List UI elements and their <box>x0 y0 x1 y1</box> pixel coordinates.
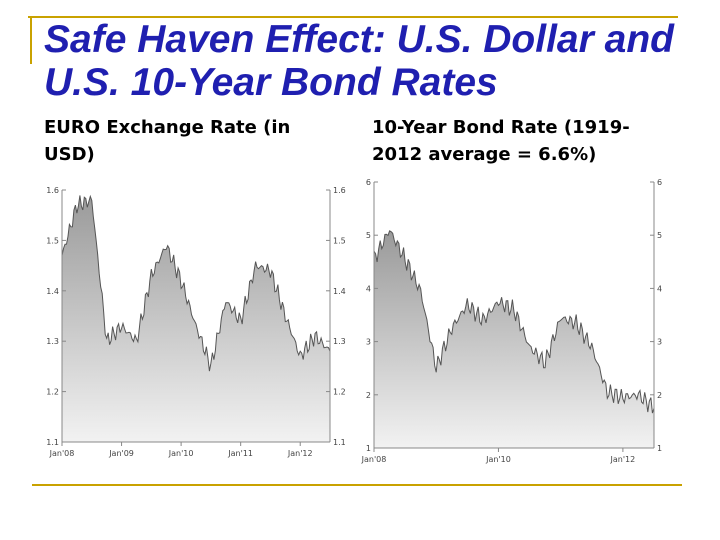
y-tick-label-right: 6 <box>657 178 662 187</box>
y-tick-label-left: 6 <box>366 178 371 187</box>
y-tick-label-left: 3 <box>366 338 371 347</box>
euro-exchange-rate-chart: 1.1 1.1 1.2 1.2 1.3 1.3 1.4 1.4 1.5 1.5 1.6 1.6 Jan'… <box>46 186 346 458</box>
y-tick-label-right: 1.5 <box>333 236 346 245</box>
y-tick-label-right: 5 <box>657 231 662 240</box>
bond-chart-heading: 10-Year Bond Rate (1919-2012 average = 6… <box>372 117 630 165</box>
y-tick-label-left: 4 <box>366 284 371 293</box>
x-tick-label: Jan'12 <box>610 455 636 464</box>
y-tick-label-left: 1.2 <box>46 388 59 397</box>
accent-rule-bottom <box>32 484 682 486</box>
slide-title: Safe Haven Effect: U.S. Dollar and U.S. … <box>44 18 674 104</box>
y-tick-label-right: 1.3 <box>333 337 346 346</box>
x-tick-label: Jan'09 <box>108 449 134 458</box>
x-tick-label: Jan'11 <box>227 449 253 458</box>
y-tick-label-right: 4 <box>657 284 662 293</box>
y-tick-label-right: 1 <box>657 444 662 453</box>
series-line <box>373 230 655 414</box>
y-tick-label-left: 1 <box>366 444 371 453</box>
series-area <box>374 230 654 448</box>
y-tick-label-right: 3 <box>657 338 662 347</box>
accent-rule-top <box>28 16 678 18</box>
y-tick-label-left: 5 <box>366 231 371 240</box>
y-tick-label-right: 2 <box>657 391 662 400</box>
y-tick-label-right: 1.6 <box>333 186 346 195</box>
y-tick-label-right: 1.4 <box>333 287 346 296</box>
x-tick-label: Jan'08 <box>49 449 75 458</box>
x-tick-label: Jan'08 <box>361 455 387 464</box>
series-line <box>61 194 331 372</box>
euro-chart-heading: EURO Exchange Rate (in USD) <box>44 117 291 165</box>
x-tick-label: Jan'12 <box>287 449 313 458</box>
series-area <box>62 195 330 442</box>
x-tick-label: Jan'10 <box>168 449 194 458</box>
y-tick-label-left: 1.5 <box>46 236 59 245</box>
y-tick-label-left: 1.4 <box>46 287 59 296</box>
y-tick-label-left: 1.1 <box>46 438 59 447</box>
accent-rule-left <box>30 16 32 64</box>
x-tick-label: Jan'10 <box>485 455 511 464</box>
y-tick-label-left: 2 <box>366 391 371 400</box>
y-tick-label-left: 1.6 <box>46 186 59 195</box>
y-tick-label-left: 1.3 <box>46 337 59 346</box>
y-tick-label-right: 1.1 <box>333 438 346 447</box>
bond-rate-chart: 1 1 2 2 3 3 4 4 5 5 6 6 Jan'08 Jan'10 Jan'12 <box>361 178 662 464</box>
y-tick-label-right: 1.2 <box>333 388 346 397</box>
